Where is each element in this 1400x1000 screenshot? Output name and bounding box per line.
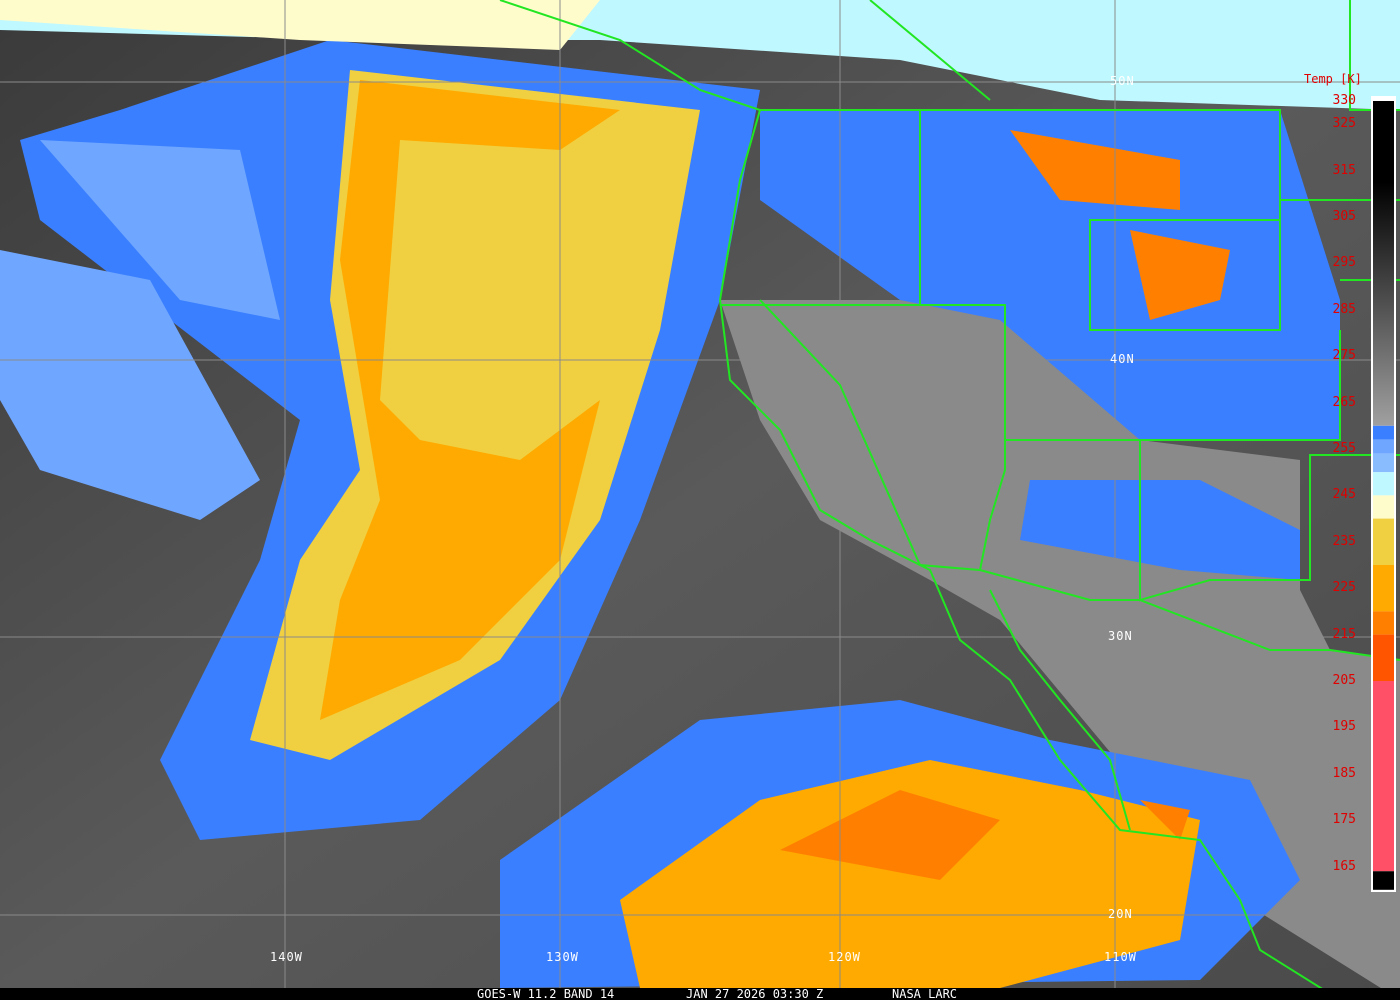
colorbar-segment — [1373, 472, 1394, 496]
colorbar-segment — [1373, 453, 1394, 473]
colorbar-segment — [1373, 101, 1394, 426]
legend-tick-label: 315 — [1332, 162, 1356, 178]
legend-tick-label: 295 — [1332, 255, 1356, 271]
legend-tick-label: 165 — [1332, 858, 1356, 874]
colorbar-segment — [1373, 518, 1394, 565]
caption-satellite: GOES-W 11.2 BAND 14 — [477, 987, 615, 1000]
colorbar-segment — [1373, 495, 1394, 519]
caption-bar: GOES-W 11.2 BAND 14 JAN 27 2026 03:30 Z … — [0, 988, 1400, 1000]
lon-label-140w: 140W — [270, 950, 303, 964]
colorbar-segment — [1373, 565, 1394, 612]
colorbar-segment — [1373, 634, 1394, 681]
cloud-west-blue — [0, 140, 280, 520]
lat-label-20n: 20N — [1108, 907, 1133, 921]
legend-tick-label: 225 — [1332, 580, 1356, 596]
caption-source: NASA LARC — [892, 987, 958, 1000]
cloud-band-orange — [320, 80, 620, 720]
colorbar-segment — [1373, 439, 1394, 454]
lat-label-30n: 30N — [1108, 629, 1133, 643]
colorbar-segment — [1373, 871, 1394, 890]
cloud-interior-blue — [760, 110, 1340, 440]
legend-title: Temp [K] — [1304, 72, 1362, 86]
legend-tick-label: 195 — [1332, 719, 1356, 735]
colorbar-segment — [1373, 681, 1394, 872]
legend-tick-label: 185 — [1332, 765, 1356, 781]
coastline-and-borders — [499, 0, 1400, 1000]
lon-label-110w: 110W — [1104, 950, 1137, 964]
legend-tick-label: 330 — [1332, 93, 1356, 108]
legend-tick-label: 285 — [1332, 301, 1356, 317]
legend-tick-label: 265 — [1332, 394, 1356, 410]
lon-label-120w: 120W — [828, 950, 861, 964]
caption-datetime: JAN 27 2026 03:30 Z — [686, 987, 824, 1000]
cloud-interior-orange — [1010, 130, 1230, 320]
lat-label-50n: 50N — [1110, 74, 1135, 88]
colorbar-segment — [1373, 425, 1394, 440]
legend-tick-label: 305 — [1332, 209, 1356, 224]
legend-tick-label: 255 — [1332, 441, 1356, 456]
lon-label-130w: 130W — [546, 950, 579, 964]
colorbar-segment — [1373, 611, 1394, 635]
lat-label-40n: 40N — [1110, 352, 1135, 366]
legend-tick-label: 245 — [1332, 487, 1356, 503]
legend-tick-label: 275 — [1332, 348, 1356, 364]
legend-tick-label: 175 — [1332, 812, 1356, 828]
legend-tick-label: 325 — [1332, 116, 1356, 132]
cloud-north-yellow — [0, 0, 600, 50]
legend-colorbar — [1371, 96, 1396, 892]
legend-tick-label: 205 — [1332, 673, 1356, 688]
legend-tick-label: 235 — [1332, 533, 1356, 549]
legend-tick-label: 215 — [1332, 626, 1356, 642]
cloud-sw-blue — [1020, 480, 1300, 580]
cloud-south-deep — [780, 790, 1190, 880]
